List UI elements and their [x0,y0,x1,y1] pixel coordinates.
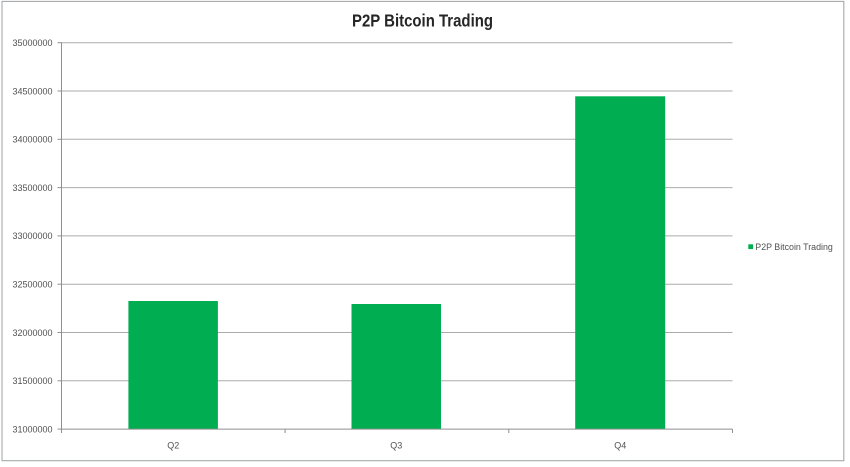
svg-text:32500000: 32500000 [12,280,52,290]
svg-text:33500000: 33500000 [12,183,52,193]
svg-text:34500000: 34500000 [12,86,52,96]
svg-text:P2P Bitcoin Trading: P2P Bitcoin Trading [352,11,493,31]
svg-text:P2P Bitcoin Trading: P2P Bitcoin Trading [755,242,833,252]
svg-text:Q4: Q4 [614,441,626,451]
svg-text:Q3: Q3 [390,441,402,451]
svg-text:34000000: 34000000 [12,135,52,145]
svg-text:35000000: 35000000 [12,38,52,48]
svg-text:33000000: 33000000 [12,231,52,241]
svg-text:32000000: 32000000 [12,328,52,338]
svg-text:31000000: 31000000 [12,424,52,434]
svg-text:31500000: 31500000 [12,376,52,386]
svg-text:Q2: Q2 [167,441,179,451]
